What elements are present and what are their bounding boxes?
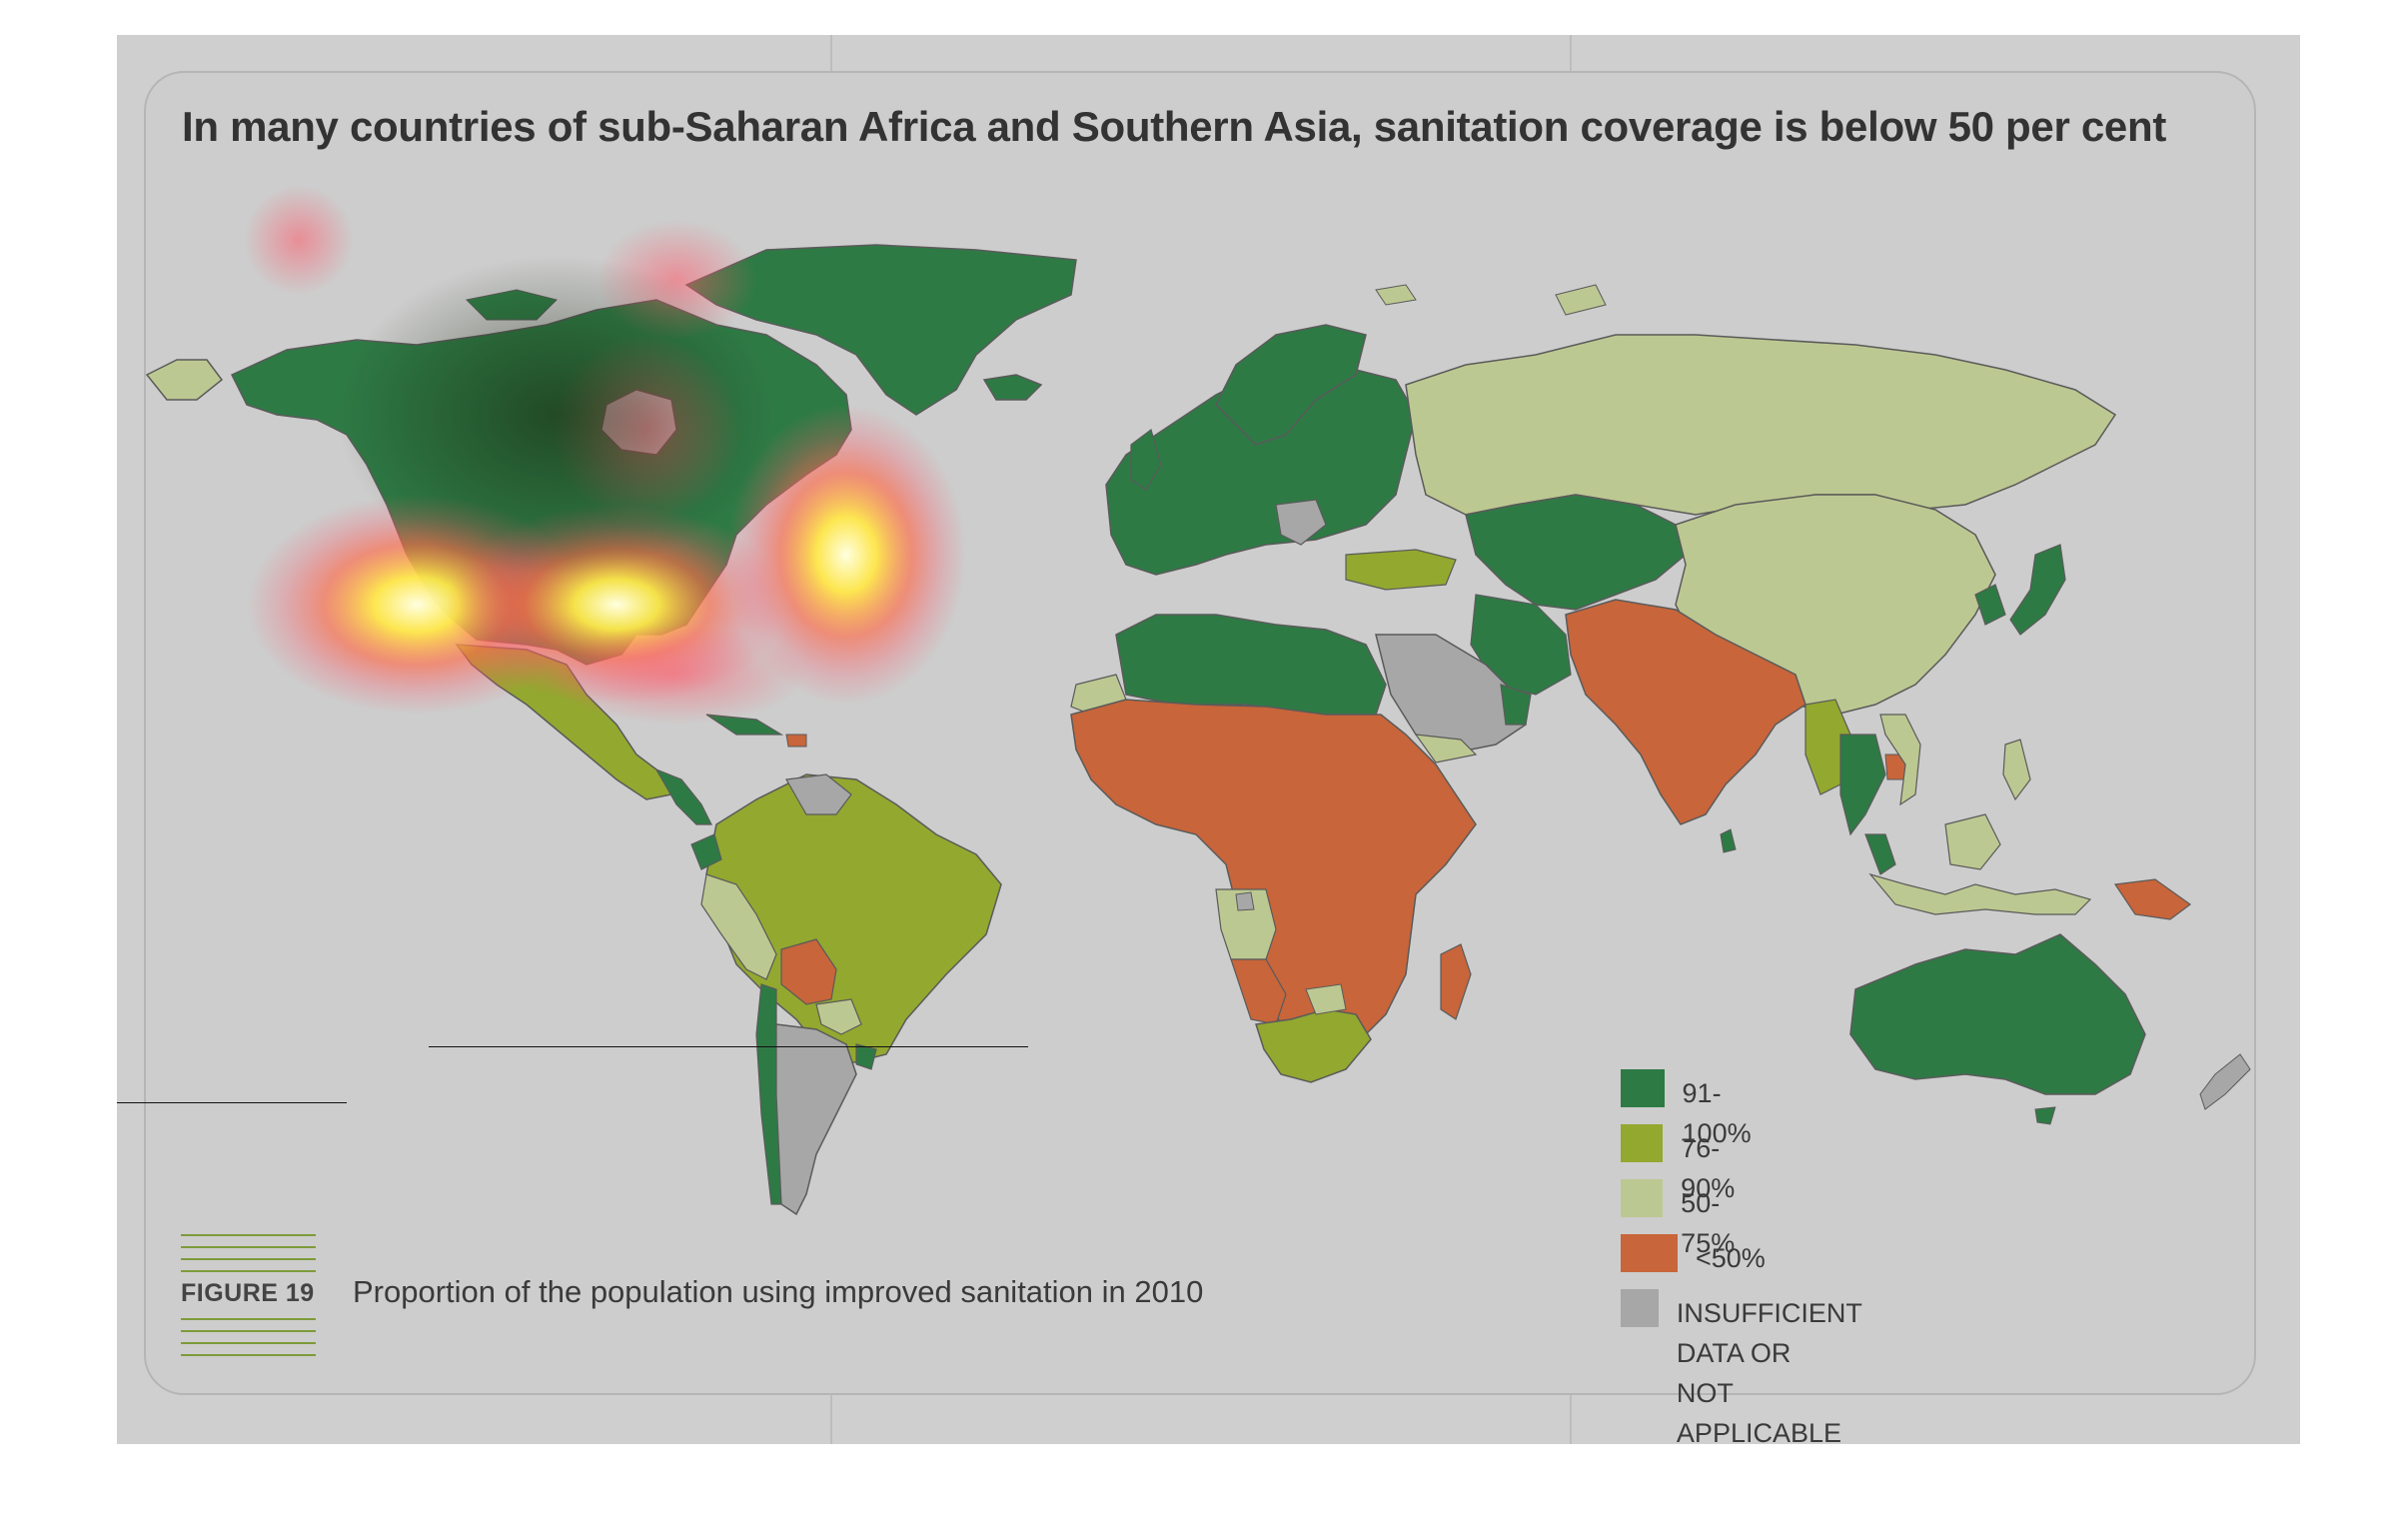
legend-swatch [1621, 1179, 1664, 1217]
iran [1470, 594, 1572, 696]
turkey [1345, 549, 1457, 591]
legend-label: 91-100% [1682, 1078, 1752, 1148]
legend-swatch [1621, 1289, 1659, 1327]
north-africa [1115, 614, 1387, 716]
argentina [770, 1023, 857, 1216]
legend-item: 50-75% [1621, 1179, 1750, 1258]
novaya-zemlya [1555, 284, 1607, 316]
tasmania [2034, 1106, 2056, 1125]
greenland [684, 244, 1077, 416]
vietnam [1879, 714, 1921, 806]
legend-label: INSUFFICIENT DATA OR NOT APPLICABLE [1677, 1293, 1881, 1453]
legend-label: 76-90% [1681, 1133, 1736, 1203]
oman [1500, 684, 1532, 726]
uruguay [855, 1043, 877, 1070]
legend-swatch [1621, 1069, 1665, 1107]
paraguay [815, 998, 862, 1035]
alaska [145, 359, 224, 401]
figure-caption: Proportion of the population using impro… [353, 1274, 1204, 1309]
sub-saharan-africa [1070, 699, 1477, 1055]
thailand [1839, 734, 1886, 836]
legend-label-line1: INSUFFICIENT DATA OR [1676, 1298, 1862, 1368]
central-asia [1465, 494, 1687, 611]
malaysia [1864, 833, 1896, 875]
iceland [982, 374, 1043, 401]
south-asia [1565, 599, 1806, 825]
madagascar [1440, 943, 1472, 1020]
namibia-botswana [1230, 958, 1287, 1025]
haiti [785, 734, 807, 748]
legend-swatch [1621, 1124, 1664, 1162]
sri-lanka [1720, 828, 1737, 853]
zimbabwe [1305, 983, 1347, 1015]
legend-item: INSUFFICIENT DATA OR NOT APPLICABLE [1621, 1289, 1881, 1448]
figure-label: FIGURE 19 [181, 1279, 316, 1311]
arabia [1375, 634, 1527, 756]
southern-africa [1255, 1008, 1372, 1083]
yemen [1414, 734, 1478, 764]
legend-item: 91-100% [1621, 1069, 1765, 1148]
scan-area: In many countries of sub-Saharan Africa … [117, 35, 2300, 1448]
philippines [2002, 739, 2031, 801]
scandinavia [1215, 324, 1367, 446]
chile [755, 983, 782, 1205]
papua-new-guinea [2113, 878, 2192, 920]
indonesia [1868, 872, 2092, 915]
legend-swatch [1621, 1234, 1678, 1272]
korea [1974, 584, 2006, 626]
mediterranean [1156, 575, 1356, 625]
australia [1849, 933, 2146, 1095]
borneo [1944, 813, 2001, 870]
europe [1105, 364, 1417, 576]
new-zealand [2199, 1053, 2251, 1110]
balkans [1275, 499, 1327, 546]
figure-title: In many countries of sub-Saharan Africa … [182, 103, 2167, 150]
japan [2009, 544, 2066, 636]
gabon-congo [1235, 891, 1255, 911]
world-map [145, 185, 2251, 1216]
russia [1405, 334, 2117, 516]
legend-label-line2: NOT APPLICABLE [1676, 1378, 1842, 1448]
scan-stroke [429, 1046, 1028, 1047]
bolivia [780, 938, 837, 1005]
legend-label: <50% [1696, 1243, 1766, 1273]
legend-label: 50-75% [1681, 1188, 1736, 1258]
scan-stroke [117, 1102, 347, 1103]
figure-stripe-decoration: FIGURE 19 [181, 1234, 316, 1359]
guianas [785, 773, 852, 815]
central-america [654, 767, 712, 825]
ecuador [690, 833, 722, 870]
peru [700, 873, 777, 980]
svalbard [1375, 284, 1417, 306]
heatmap-overlay [244, 185, 966, 725]
uk [1130, 428, 1162, 491]
legend-item: 76-90% [1621, 1124, 1750, 1203]
legend-item: <50% [1621, 1234, 1766, 1274]
south-america-north [705, 773, 1002, 1065]
